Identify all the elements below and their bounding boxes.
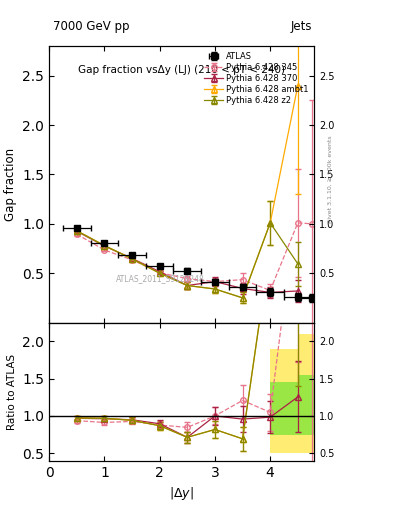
Text: Rivet 3.1.10, ≥ 100k events: Rivet 3.1.10, ≥ 100k events [328, 135, 333, 223]
Text: ATLAS_2011_S9128248: ATLAS_2011_S9128248 [116, 274, 205, 283]
Y-axis label: Ratio to ATLAS: Ratio to ATLAS [7, 354, 17, 430]
Text: 7000 GeV pp: 7000 GeV pp [53, 20, 130, 33]
Text: Jets: Jets [291, 20, 312, 33]
Legend: ATLAS, Pythia 6.428 345, Pythia 6.428 370, Pythia 6.428 ambt1, Pythia 6.428 z2: ATLAS, Pythia 6.428 345, Pythia 6.428 37… [203, 50, 310, 107]
Y-axis label: Gap fraction: Gap fraction [4, 148, 17, 221]
Text: Gap fraction vsΔy (LJ) (210 < pT < 240): Gap fraction vsΔy (LJ) (210 < pT < 240) [78, 66, 285, 75]
X-axis label: $|\Delta y|$: $|\Delta y|$ [169, 485, 194, 502]
